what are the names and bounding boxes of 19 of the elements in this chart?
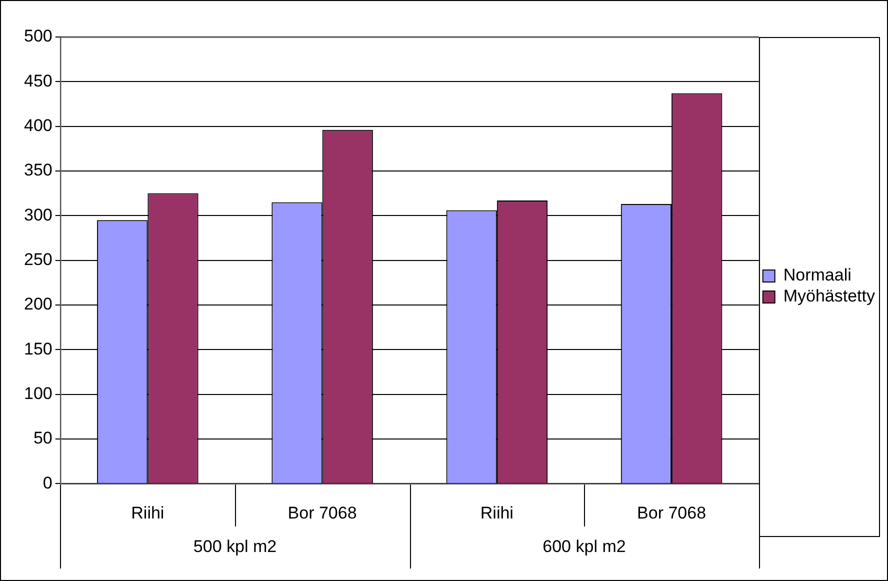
y-tick-label: 250	[24, 250, 52, 269]
y-tick-label: 0	[42, 473, 52, 492]
y-tick-label: 400	[24, 116, 52, 136]
y-tick-label: 50	[33, 428, 52, 448]
y-tick-label: 350	[24, 160, 52, 180]
x-tick-label: Riihi	[131, 503, 164, 522]
text: 500 kpl m2	[193, 537, 277, 556]
y-tick-label: 450	[24, 71, 52, 90]
legend-label: Myöhästetty	[783, 286, 876, 306]
x-tick-label: Riihi	[480, 503, 514, 522]
y-tick-label: 200	[24, 294, 52, 314]
y-tick-label: 300	[24, 205, 52, 224]
text: 600 kpl m2	[542, 537, 626, 556]
y-tick-label: 500	[24, 26, 52, 46]
y-tick-label: 150	[24, 339, 52, 358]
y-tick-label: 100	[24, 384, 52, 403]
x-tick-label: Bor 7068	[637, 503, 706, 522]
legend-label: Normaali	[783, 266, 852, 285]
x-tick-label: Bor 7068	[288, 503, 357, 522]
